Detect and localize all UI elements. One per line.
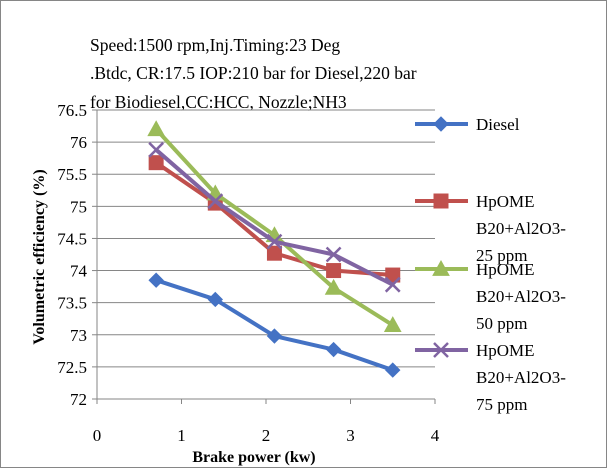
y-tick-label: 73 bbox=[70, 326, 87, 345]
series-4 bbox=[148, 141, 401, 293]
legend-entry-4: HpOME B20+Al2O3- 75 ppm bbox=[415, 341, 566, 414]
x-tick-labels: 0 1 2 3 4 bbox=[93, 426, 440, 445]
title-line-2: .Btdc, CR:17.5 IOP:210 bar for Diesel,22… bbox=[90, 63, 417, 83]
legend-marker-square bbox=[433, 193, 449, 209]
legend-label: Diesel bbox=[476, 115, 520, 134]
axes bbox=[92, 109, 436, 404]
legend-label: HpOME bbox=[476, 341, 535, 360]
data-point-diamond bbox=[207, 291, 224, 308]
y-tick-label: 74 bbox=[70, 262, 88, 281]
data-point-triangle bbox=[383, 316, 402, 333]
data-point-x bbox=[207, 193, 224, 210]
x-tick-label: 0 bbox=[93, 426, 102, 445]
legend-label: HpOME bbox=[476, 192, 535, 211]
legend-marker-diamond bbox=[433, 116, 449, 132]
legend-label: B20+Al2O3- bbox=[476, 368, 566, 387]
data-point-square bbox=[385, 267, 401, 283]
legend-marker-x-stroke bbox=[433, 342, 449, 358]
y-tick-label: 74.5 bbox=[57, 229, 87, 248]
legend-label: B20+Al2O3- bbox=[476, 219, 566, 238]
x-tick-label: 4 bbox=[431, 426, 440, 445]
x-tick-label: 2 bbox=[262, 426, 271, 445]
series-1 bbox=[148, 272, 401, 378]
y-tick-label: 75 bbox=[70, 197, 87, 216]
y-tick-labels: 72 72.5 73 73.5 74 74.5 75 75.5 76 76.5 bbox=[57, 101, 87, 409]
legend-label: 50 ppm bbox=[476, 314, 527, 333]
data-point-x-stroke bbox=[266, 233, 283, 250]
x-tick-label: 1 bbox=[177, 426, 186, 445]
data-point-diamond bbox=[325, 341, 342, 358]
data-point-x-stroke bbox=[148, 141, 165, 158]
data-point-diamond bbox=[148, 272, 164, 288]
legend-entry-3: HpOME B20+Al2O3- 50 ppm bbox=[415, 259, 566, 333]
data-point-diamond bbox=[266, 328, 283, 344]
data-point-square bbox=[266, 245, 282, 261]
data-point-x bbox=[148, 141, 165, 158]
data-point-x-stroke bbox=[325, 246, 342, 263]
data-point-triangle bbox=[147, 120, 165, 137]
legend-label: 25 ppm bbox=[476, 246, 527, 265]
title-line-1: Speed:1500 rpm,Inj.Timing:23 Deg bbox=[90, 35, 340, 55]
legend-label: B20+Al2O3- bbox=[476, 287, 566, 306]
y-tick-label: 76 bbox=[70, 133, 87, 152]
y-tick-label: 72 bbox=[70, 390, 87, 409]
legend-marker-x bbox=[433, 342, 449, 358]
y-tick-label: 73.5 bbox=[57, 294, 87, 313]
y-tick-label: 72.5 bbox=[57, 358, 87, 377]
legend-label: HpOME bbox=[476, 260, 535, 279]
y-axis-title: Volumetric efficiency (%) bbox=[31, 169, 48, 344]
x-tick-label: 3 bbox=[346, 426, 355, 445]
plot-series bbox=[147, 120, 402, 378]
y-tick-label: 76.5 bbox=[57, 101, 87, 120]
data-point-x-stroke bbox=[207, 193, 224, 210]
title-line-3: for Biodiesel,CC:HCC, Nozzle;NH3 bbox=[90, 92, 347, 112]
chart-title: Speed:1500 rpm,Inj.Timing:23 Deg .Btdc, … bbox=[90, 35, 417, 112]
legend-entry-1: Diesel bbox=[415, 115, 520, 134]
data-point-x-stroke bbox=[384, 276, 401, 293]
legend-marker-triangle bbox=[432, 259, 450, 276]
data-point-triangle bbox=[324, 278, 343, 295]
data-point-x bbox=[325, 246, 342, 263]
data-point-square bbox=[326, 263, 342, 279]
x-axis-title: Brake power (kw) bbox=[192, 449, 315, 466]
data-point-x bbox=[384, 276, 401, 293]
y-tick-label: 75.5 bbox=[57, 165, 87, 184]
data-point-square bbox=[148, 155, 164, 171]
legend-entry-2: HpOME B20+Al2O3- 25 ppm bbox=[415, 192, 566, 265]
data-point-x bbox=[266, 233, 283, 250]
data-point-diamond bbox=[385, 362, 401, 378]
legend-label: 75 ppm bbox=[476, 395, 527, 414]
